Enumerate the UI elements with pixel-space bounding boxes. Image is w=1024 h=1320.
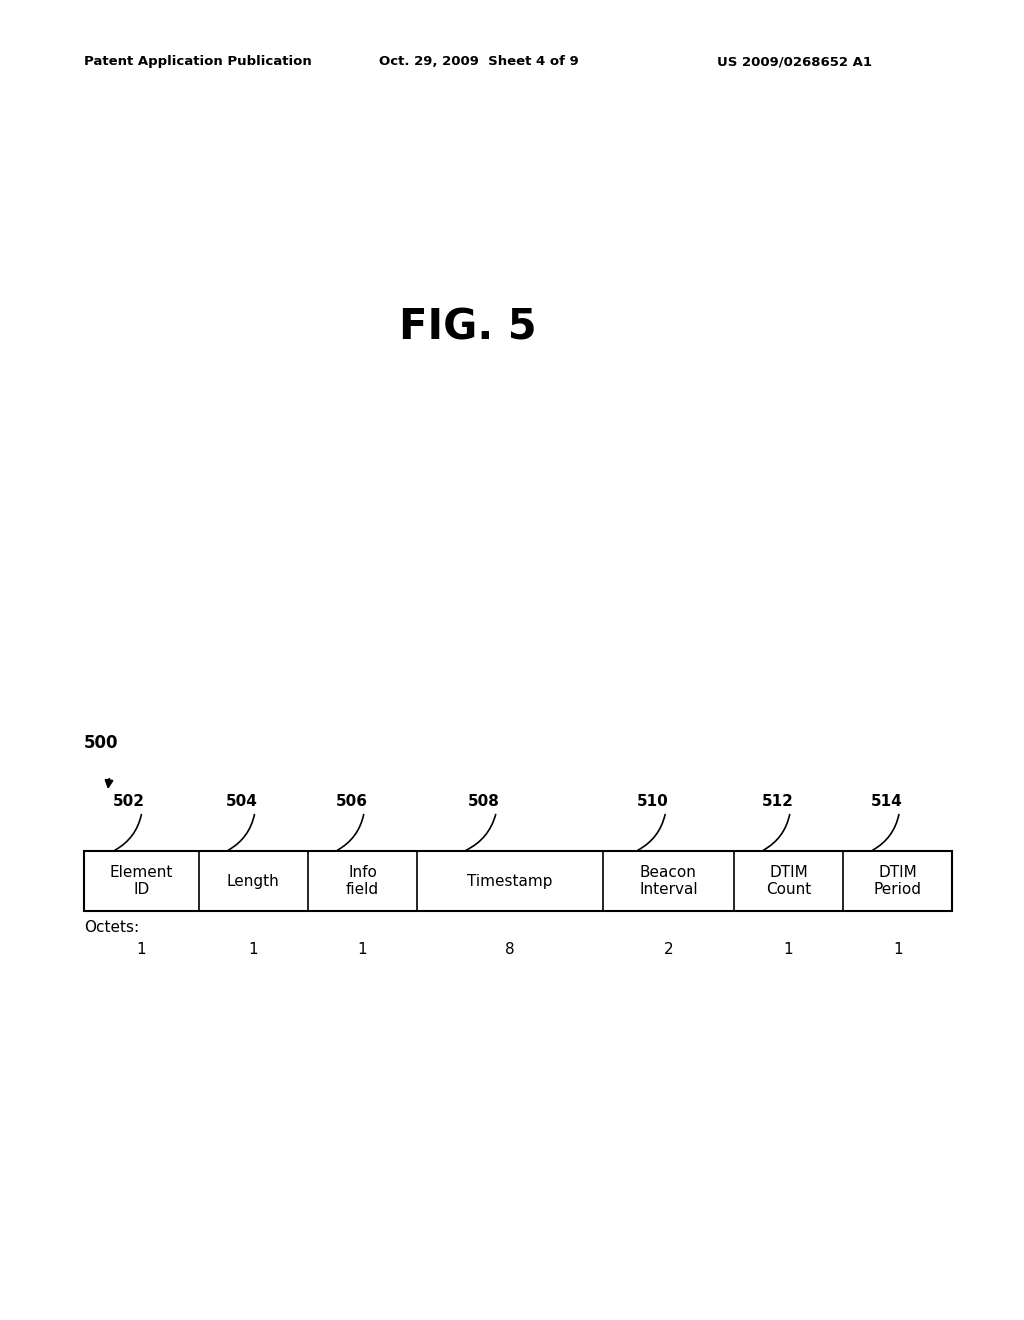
Text: 1: 1 bbox=[357, 942, 368, 957]
Text: US 2009/0268652 A1: US 2009/0268652 A1 bbox=[717, 55, 871, 69]
Text: 1: 1 bbox=[249, 942, 258, 957]
Text: Beacon
Interval: Beacon Interval bbox=[639, 865, 697, 898]
FancyBboxPatch shape bbox=[84, 851, 952, 911]
Text: Octets:: Octets: bbox=[84, 920, 139, 935]
Text: 506: 506 bbox=[336, 795, 368, 809]
Text: Patent Application Publication: Patent Application Publication bbox=[84, 55, 311, 69]
Text: 502: 502 bbox=[114, 795, 145, 809]
Text: 1: 1 bbox=[136, 942, 146, 957]
Text: 1: 1 bbox=[783, 942, 794, 957]
Text: Timestamp: Timestamp bbox=[467, 874, 553, 888]
Text: DTIM
Count: DTIM Count bbox=[766, 865, 811, 898]
Text: 2: 2 bbox=[664, 942, 673, 957]
Text: 500: 500 bbox=[84, 734, 119, 752]
Text: 1: 1 bbox=[893, 942, 902, 957]
Text: 508: 508 bbox=[468, 795, 500, 809]
Text: Length: Length bbox=[227, 874, 280, 888]
Text: FIG. 5: FIG. 5 bbox=[399, 306, 537, 348]
Text: 512: 512 bbox=[762, 795, 794, 809]
Text: DTIM
Period: DTIM Period bbox=[873, 865, 922, 898]
Text: 8: 8 bbox=[505, 942, 515, 957]
Text: 514: 514 bbox=[870, 795, 902, 809]
Text: 510: 510 bbox=[637, 795, 669, 809]
Text: Element
ID: Element ID bbox=[110, 865, 173, 898]
Text: 504: 504 bbox=[226, 795, 258, 809]
Text: Info
field: Info field bbox=[346, 865, 379, 898]
Text: Oct. 29, 2009  Sheet 4 of 9: Oct. 29, 2009 Sheet 4 of 9 bbox=[379, 55, 579, 69]
